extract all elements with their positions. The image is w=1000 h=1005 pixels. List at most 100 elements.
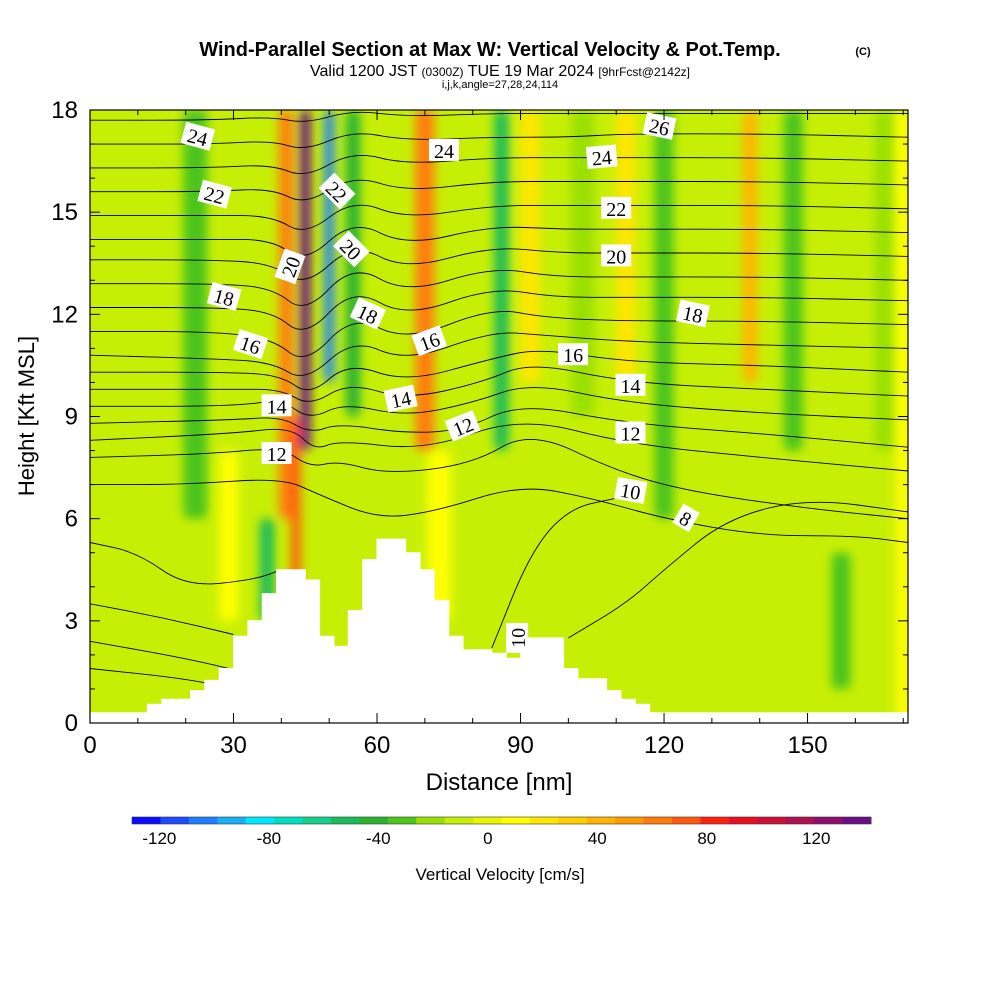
velocity-band: [183, 110, 208, 519]
chart-title: Wind-Parallel Section at Max W: Vertical…: [199, 39, 780, 61]
contour-label-text: 24: [434, 141, 454, 163]
velocity-band: [278, 110, 294, 519]
isentrope-line: [90, 248, 908, 280]
contour-label: 10: [506, 622, 530, 653]
x-axis-label: Distance [nm]: [426, 769, 573, 796]
y-tick-label: 3: [65, 608, 78, 635]
velocity-band: [300, 110, 311, 451]
velocity-band: [494, 110, 509, 451]
contour-label-text: 22: [606, 199, 626, 221]
contour-label: 22: [601, 196, 632, 221]
chart-subtitle: Valid 1200 JST (0300Z) TUE 19 Mar 2024 […: [310, 63, 690, 80]
colorbar-tick-label: -120: [142, 829, 176, 848]
colorbar-swatch: [814, 817, 843, 824]
colorbar-swatch: [615, 817, 645, 824]
contour-label: 16: [558, 343, 589, 367]
subtitle-forecast: [9hrFcst@2142z]: [598, 65, 690, 79]
colorbar-swatch: [387, 817, 417, 824]
contour-label: 18: [349, 297, 387, 330]
velocity-band: [415, 110, 435, 451]
contour-label: 18: [206, 281, 242, 311]
colorbar-tick-label: -40: [366, 829, 391, 848]
contour-label-text: 26: [647, 115, 671, 141]
x-tick-label: 90: [507, 732, 534, 759]
colorbar-swatch: [700, 817, 730, 824]
isentrope-line: [90, 640, 244, 673]
isentrope-line: [568, 501, 908, 639]
contour-label: 12: [261, 442, 292, 466]
contour-label: 12: [615, 421, 646, 446]
contour-label: 24: [180, 121, 216, 151]
copyright-mark: (C): [855, 46, 871, 58]
contour-label-text: 18: [680, 302, 704, 328]
isentrope-line: [90, 387, 908, 421]
contour-label-text: 16: [563, 345, 583, 367]
colorbar-swatch: [274, 817, 303, 824]
terrain: [90, 538, 908, 723]
contour-labels: 2422181614122022201824161412101624222014…: [180, 112, 710, 653]
contour-label: 24: [585, 144, 618, 171]
y-tick-label: 0: [65, 710, 78, 737]
velocity-band: [874, 110, 894, 451]
x-tick-label: 60: [364, 732, 391, 759]
colorbar: -120 -80 -40 0 40 80 120: [131, 816, 872, 848]
isentrope-line: [90, 111, 908, 122]
contour-label: 14: [261, 394, 292, 418]
isentropes: [90, 111, 908, 690]
colorbar-swatch: [245, 817, 275, 824]
x-tick-label: 120: [644, 732, 684, 759]
contour-label-text: 14: [621, 376, 641, 398]
isentrope-line: [90, 542, 282, 585]
isentrope-line: [90, 270, 908, 306]
axes: 0 30 60 90 120 150 0 3 6 9 12 15 18: [51, 97, 908, 759]
y-tick-label: 15: [51, 199, 78, 226]
isentrope-line: [90, 155, 908, 174]
isentrope-line: [90, 290, 908, 330]
contour-label-text: 24: [591, 147, 613, 171]
isentrope-line: [90, 226, 908, 256]
colorbar-frame: [131, 816, 872, 825]
colorbar-swatch: [501, 817, 531, 824]
contour-label: 14: [615, 373, 646, 398]
contour-label-text: 10: [508, 628, 530, 648]
isentrope-line: [90, 310, 908, 357]
velocity-band: [783, 110, 803, 451]
y-tick-label: 18: [51, 97, 78, 124]
colorbar-tick-label: 120: [802, 829, 830, 848]
colorbar-swatch: [132, 817, 161, 824]
subtitle-date: TUE 19 Mar 2024: [468, 63, 594, 80]
velocity-band: [654, 110, 674, 519]
y-tick-label: 9: [65, 404, 78, 431]
contour-label: 18: [675, 299, 710, 328]
velocity-band: [324, 110, 334, 383]
colorbar-swatch: [359, 817, 389, 824]
velocity-band: [520, 110, 540, 383]
contour-label: 8: [672, 503, 700, 533]
isentrope-line: [90, 408, 908, 448]
contour-label-text: 12: [621, 424, 641, 446]
subtitle-indices: i,j,k,angle=27,28,24,114: [442, 79, 558, 91]
isentrope-line: [90, 438, 908, 520]
contour-label: 24: [429, 138, 459, 163]
colorbar-swatch: [188, 817, 218, 824]
y-tick-label: 12: [51, 301, 78, 328]
colorbar-tick-label: 80: [697, 829, 716, 848]
subtitle-utc: (0300Z): [422, 65, 464, 79]
colorbar-swatch: [586, 817, 616, 824]
colorbar-swatch: [330, 817, 360, 824]
contour-label-text: 14: [389, 388, 413, 414]
colorbar-swatch: [757, 817, 787, 824]
colorbar-swatch: [728, 817, 758, 824]
plot-area: 2422181614122022201824161412101624222014…: [90, 110, 908, 723]
isentrope-line: [491, 497, 617, 649]
colorbar-swatch: [785, 817, 815, 824]
contour-label-text: 12: [267, 444, 287, 466]
contour-label-text: 10: [619, 480, 643, 505]
colorbar-swatch: [160, 817, 190, 824]
contour-label: 22: [197, 179, 232, 209]
colorbar-swatch: [558, 817, 588, 824]
contour-label: 20: [601, 244, 632, 268]
colorbar-tick-label: -80: [257, 829, 282, 848]
velocity-band: [742, 110, 758, 383]
colorbar-swatch: [529, 817, 559, 824]
